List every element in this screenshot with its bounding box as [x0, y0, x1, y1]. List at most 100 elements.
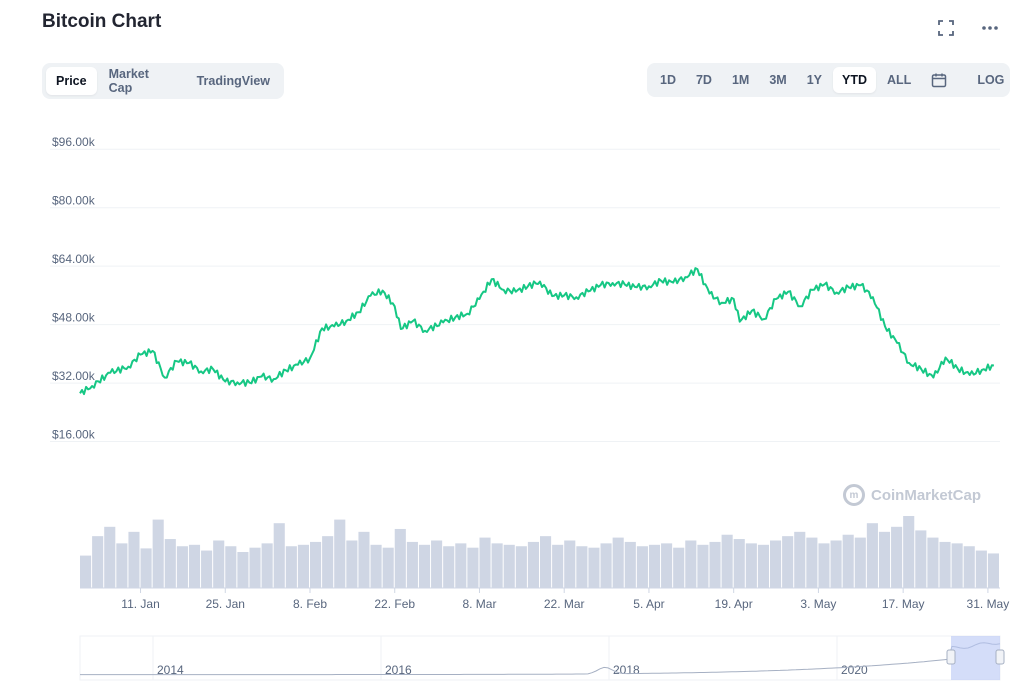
volume-bar: [406, 541, 418, 588]
more-icon[interactable]: [980, 18, 1000, 38]
tab-market-cap[interactable]: Market Cap: [108, 67, 149, 95]
volume-bar: [346, 540, 358, 588]
volume-bar: [515, 546, 527, 588]
volume-bar: [297, 544, 309, 588]
volume-bar: [418, 544, 431, 588]
navigator-handle[interactable]: [946, 649, 956, 665]
x-tick-label: 31. May: [967, 597, 1010, 611]
volume-bar: [334, 519, 346, 588]
range-1m[interactable]: 1M: [731, 73, 750, 87]
x-tick-label: 22. Mar: [544, 597, 585, 611]
volume-bar: [648, 544, 661, 588]
volume-bar: [600, 543, 612, 588]
watermark-text: CoinMarketCap: [871, 486, 982, 504]
navigator-handle[interactable]: [995, 649, 1005, 665]
volume-bar: [104, 526, 116, 588]
volume-bar: [237, 552, 249, 588]
volume-bar: [951, 543, 963, 588]
y-tick-label: $48.00k: [52, 311, 96, 325]
volume-bar: [552, 544, 564, 588]
volume-bar: [878, 531, 891, 588]
volume-bar: [782, 536, 794, 588]
volume-bar: [770, 540, 782, 588]
volume-bar: [201, 550, 213, 588]
volume-bar: [116, 543, 128, 588]
volume-bar: [564, 540, 576, 588]
calendar-icon[interactable]: [922, 67, 956, 93]
header-actions: [936, 18, 1000, 38]
volume-bar: [903, 516, 915, 588]
volume-bar: [394, 528, 406, 588]
range-ytd[interactable]: YTD: [833, 67, 877, 93]
volume-bar: [963, 546, 975, 588]
watermark: m CoinMarketCap: [843, 484, 981, 506]
volume-bar: [721, 534, 733, 588]
volume-bar: [80, 555, 92, 588]
y-tick-label: $64.00k: [52, 252, 96, 266]
coinmarketcap-logo-icon: m: [843, 484, 865, 506]
volume-bar: [285, 546, 297, 588]
volume-bar: [370, 544, 382, 588]
x-tick-label: 19. Apr: [715, 597, 753, 611]
volume-bar: [540, 536, 552, 588]
volume-bar: [322, 536, 334, 588]
range-1d[interactable]: 1D: [660, 73, 676, 87]
expand-icon[interactable]: [936, 18, 956, 38]
volume-bar: [891, 526, 903, 588]
volume-bar: [491, 543, 503, 588]
volume-bar: [818, 543, 830, 588]
volume-bar: [866, 523, 878, 588]
volume-bar: [733, 539, 745, 588]
volume-bar: [624, 541, 636, 588]
volume-bar: [661, 543, 673, 588]
volume-bar: [673, 547, 685, 588]
time-range-tabs: 1D 7D 1M 3M 1Y YTD ALL LOG: [647, 63, 1010, 97]
volume-bar: [479, 537, 491, 588]
volume-bar: [709, 541, 721, 588]
volume-bar: [636, 546, 648, 588]
volume-bar: [842, 534, 854, 588]
volume-bar: [588, 547, 600, 588]
tab-tradingview[interactable]: TradingView: [196, 74, 270, 88]
volume-bar: [757, 544, 769, 588]
x-tick-label: 8. Feb: [293, 597, 327, 611]
volume-bar: [443, 546, 455, 588]
y-tick-label: $16.00k: [52, 428, 96, 442]
volume-bar: [576, 546, 588, 588]
volume-bar: [382, 547, 394, 588]
volume-bar: [249, 547, 261, 588]
volume-bar: [927, 537, 939, 588]
volume-bar: [794, 531, 806, 588]
volume-bar: [152, 519, 164, 588]
x-tick-label: 11. Jan: [121, 597, 159, 611]
range-1y[interactable]: 1Y: [806, 73, 823, 87]
volume-bar: [455, 543, 467, 588]
x-tick-label: 3. May: [800, 597, 836, 611]
volume-bar: [806, 537, 818, 588]
range-all[interactable]: ALL: [887, 73, 912, 87]
volume-bar: [188, 544, 201, 588]
tab-price[interactable]: Price: [46, 67, 97, 95]
volume-bar: [830, 540, 842, 588]
navigator-frame: [79, 635, 1001, 681]
log-scale-toggle[interactable]: LOG: [977, 73, 1005, 87]
volume-bar: [915, 530, 927, 588]
volume-bar: [854, 537, 866, 588]
volume-bar: [467, 547, 479, 588]
range-7d[interactable]: 7D: [695, 73, 712, 87]
x-tick-label: 8. Mar: [462, 597, 496, 611]
volume-bar: [975, 550, 987, 588]
volume-bar: [358, 531, 370, 588]
volume-bar: [987, 553, 999, 588]
range-3m[interactable]: 3M: [769, 73, 787, 87]
navigator-tick-label: 2018: [613, 663, 640, 677]
y-tick-label: $80.00k: [52, 194, 96, 208]
volume-bar: [164, 539, 176, 588]
x-tick-label: 5. Apr: [633, 597, 664, 611]
x-tick-label: 22. Feb: [374, 597, 415, 611]
navigator-tick-label: 2014: [157, 663, 184, 677]
volume-bar: [261, 543, 273, 588]
volume-bar: [92, 536, 104, 588]
navigator-selection: [951, 636, 1000, 680]
